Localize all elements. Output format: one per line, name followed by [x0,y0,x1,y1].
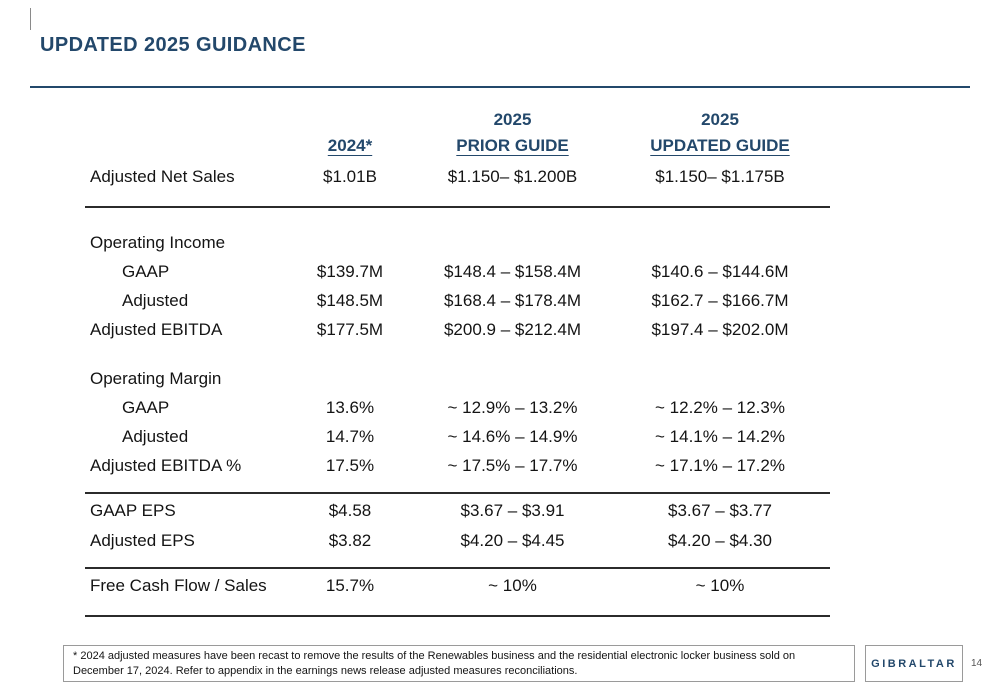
table-row: Adjusted EPS $3.82 $4.20 – $4.45 $4.20 – $4… [85,526,830,555]
table-row: GAAP EPS $4.58 $3.67 – $3.91 $3.67 – $3.77 [85,496,830,526]
cell-2024: $1.01B [323,167,377,186]
cell-updated-guide: ~ 10% [695,576,745,595]
footnote-text: * 2024 adjusted measures have been recas… [73,650,796,678]
table-row: Adjusted 14.7% ~ 14.6% – 14.9% ~ 14.1% – 14… [85,422,830,451]
cell-updated-guide: ~ 12.2% – 12.3% [655,397,785,417]
cell-prior-guide: $200.9 – $212.4M [443,319,582,339]
row-label: Operating Income [90,232,226,252]
cell-prior-guide: ~ 14.6% – 14.9% [447,426,578,446]
page-title: UPDATED 2025 GUIDANCE [40,34,306,56]
title-rule [30,86,970,88]
row-label: Adjusted [122,290,189,310]
col-header-updated-guide: UPDATED GUIDE [650,136,790,155]
row-label: Operating Margin [90,368,222,388]
cell-2024: 13.6% [325,397,375,417]
cell-2024: 17.5% [325,455,375,475]
cell-prior-guide: $4.20 – $4.45 [460,530,565,550]
gibraltar-logo-text: GIBRALTAR [871,657,957,670]
table-header-year-row: 2025 2025 [85,108,830,132]
cell-prior-guide: $168.4 – $178.4M [443,290,582,310]
cell-prior-guide: ~ 10% [488,576,537,595]
cell-prior-guide: ~ 12.9% – 13.2% [447,397,578,417]
table-row: Adjusted Net Sales $1.01B $1.150– $1.200B $… [85,160,830,194]
cell-updated-guide: ~ 17.1% – 17.2% [655,455,785,475]
table-spacer [85,344,830,364]
row-label: GAAP [122,397,170,417]
table-row: GAAP $139.7M $148.4 – $158.4M $140.6 – $144… [85,257,830,286]
row-label: Adjusted EBITDA [90,319,223,339]
corner-mark [30,8,31,30]
row-label: GAAP EPS [90,501,176,520]
table-rule [85,567,830,569]
cell-updated-guide: ~ 14.1% – 14.2% [655,426,785,446]
page-number: 14 [971,658,983,669]
row-label: Adjusted [122,426,189,446]
guidance-table-body: Adjusted Net Sales $1.01B $1.150– $1.200B $… [85,160,830,617]
cell-prior-guide: ~ 17.5% – 17.7% [447,455,578,475]
cell-2024: 14.7% [325,426,375,446]
cell-2024: $3.82 [328,530,372,550]
col-header-year-prior: 2025 [493,110,532,129]
cell-updated-guide: $3.67 – $3.77 [668,501,772,520]
cell-prior-guide: $3.67 – $3.91 [460,501,565,520]
table-row: Adjusted EBITDA % 17.5% ~ 17.5% – 17.7% ~ 1… [85,451,830,480]
cell-2024: 15.7% [325,576,375,595]
gibraltar-logo: GIBRALTAR [865,645,963,682]
guidance-table: 2025 2025 2024* PRIOR GUIDE UPDATED GUID… [85,108,830,617]
cell-updated-guide: $162.7 – $166.7M [651,290,789,310]
table-rule [85,492,830,494]
cell-updated-guide: $140.6 – $144.6M [651,261,789,281]
col-header-2024: 2024* [327,136,373,155]
table-spacer [85,208,830,228]
row-label: GAAP [122,261,170,281]
table-row: Adjusted EBITDA $177.5M $200.9 – $212.4M $1… [85,315,830,344]
table-rule [85,615,830,617]
cell-2024: $177.5M [316,319,384,339]
cell-updated-guide: $197.4 – $202.0M [651,319,789,339]
table-header-guide-row: 2024* PRIOR GUIDE UPDATED GUIDE [85,132,830,160]
col-header-prior-guide: PRIOR GUIDE [456,136,569,155]
table-row: Adjusted $148.5M $168.4 – $178.4M $162.7 – … [85,286,830,315]
cell-prior-guide: $1.150– $1.200B [447,167,578,186]
cell-updated-guide: $1.150– $1.175B [655,167,785,186]
cell-prior-guide: $148.4 – $158.4M [443,261,582,281]
row-label: Adjusted EBITDA % [90,455,242,475]
cell-2024: $4.58 [328,501,372,520]
cell-2024: $139.7M [316,261,384,281]
table-row: GAAP 13.6% ~ 12.9% – 13.2% ~ 12.2% – 12.3% [85,393,830,422]
table-rule [85,206,830,208]
cell-2024: $148.5M [316,290,384,310]
footnote-box: * 2024 adjusted measures have been recas… [63,645,855,682]
row-label: Adjusted Net Sales [90,167,235,186]
cell-updated-guide: $4.20 – $4.30 [668,530,772,550]
col-header-year-updated: 2025 [701,110,739,129]
section-row: Operating Margin [85,364,830,393]
row-label: Adjusted EPS [90,530,195,550]
row-label: Free Cash Flow / Sales [90,576,267,595]
section-row: Operating Income [85,228,830,257]
table-row: Free Cash Flow / Sales 15.7% ~ 10% ~ 10% [85,569,830,603]
